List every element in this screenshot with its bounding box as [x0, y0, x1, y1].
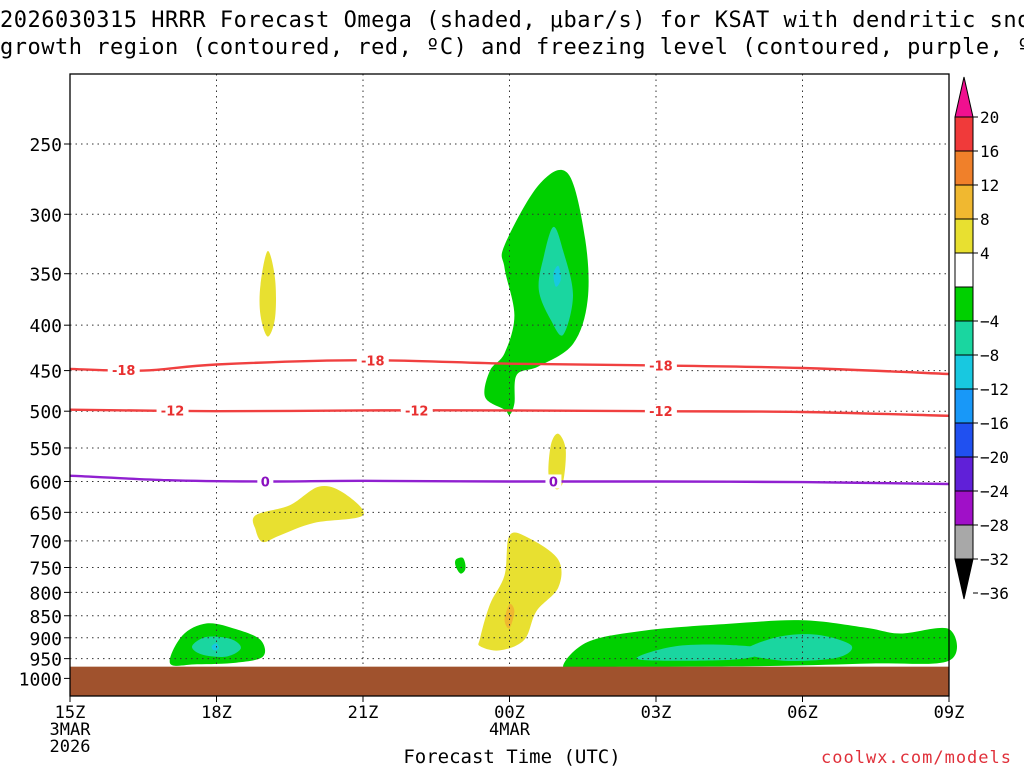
y-tick-label-600: 600 [29, 472, 62, 493]
x-tick-label-06Z: 06Z [787, 703, 818, 723]
colorbar-label-5: −4 [980, 312, 999, 331]
colorbar-top-arrow [954, 76, 974, 118]
colorbar-swatch-11 [954, 490, 974, 526]
colorbar-label-3: 8 [980, 210, 990, 229]
freezing-level-0-label-bg-1 [545, 474, 562, 489]
ground-surface-layer [70, 666, 949, 696]
x-tick-sublabel-15Z-0: 3MAR [50, 720, 92, 740]
omega-positive-lower-core [504, 603, 515, 629]
x-tick-label-21Z: 21Z [348, 703, 379, 723]
colorbar-swatch-2 [954, 184, 974, 220]
colorbar-bottom-arrow [954, 558, 974, 600]
chart-title-line-1: 2026030315 HRRR Forecast Omega (shaded, … [0, 8, 1024, 33]
colorbar-swatch-12 [954, 524, 974, 560]
colorbar-swatch-8 [954, 388, 974, 424]
freezing-level-0-label-1: 0 [549, 475, 558, 490]
y-tick-label-550: 550 [29, 439, 62, 460]
y-tick-label-250: 250 [29, 135, 62, 156]
chart-title-line-2: growth region (contoured, red, ºC) and f… [0, 35, 1024, 60]
colorbar-label-10: −24 [980, 482, 1009, 501]
y-tick-label-750: 750 [29, 559, 62, 580]
omega-positive-upper [259, 250, 276, 337]
colorbar-label-1: 16 [980, 142, 999, 161]
dendritic-minus18-label-2: -18 [649, 359, 673, 374]
y-tick-label-350: 350 [29, 265, 62, 286]
y-tick-label-700: 700 [29, 532, 62, 553]
dendritic-minus12-label-bg-2 [644, 404, 677, 419]
omega-negative-upper [484, 169, 589, 416]
y-tick-label-400: 400 [29, 316, 62, 337]
dendritic-minus18-label-bg-0 [107, 363, 140, 378]
colorbar-swatch-10 [954, 456, 974, 492]
omega-colorbar: 20 16 12 8 4 −4 −8 −12 −16 −20 −24 −28 −32 −36 [954, 76, 1009, 603]
colorbar-label-0: 20 [980, 108, 999, 127]
omega-negative-low-right-core2 [743, 634, 853, 662]
colorbar-label-4: 4 [980, 244, 990, 263]
y-tick-label-650: 650 [29, 503, 62, 524]
freezing-level-0-line [69, 474, 950, 486]
colorbar-label-11: −28 [980, 516, 1009, 535]
dendritic-minus18-label-bg-2 [644, 358, 677, 373]
freezing-level-0-label-bg-0 [257, 474, 274, 489]
ground-surface [70, 666, 949, 696]
dendritic-minus12-label-1: -12 [405, 404, 429, 419]
y-tick-label-500: 500 [29, 402, 62, 423]
colorbar-label-9: −20 [980, 448, 1009, 467]
dendritic-minus18-label-bg-1 [356, 353, 389, 368]
temperature-contours: -18 -18 -18 -12 -12 -12 0 0 [69, 353, 950, 490]
y-tick-label-850: 850 [29, 607, 62, 628]
colorbar-label-7: −12 [980, 380, 1009, 399]
x-tick-label-00Z: 00Z [494, 703, 525, 723]
omega-positive-lower [478, 532, 562, 651]
colorbar-label-8: −16 [980, 414, 1009, 433]
colorbar-label-6: −8 [980, 346, 999, 365]
colorbar-swatch-5 [954, 286, 974, 322]
freezing-level-0-label-0: 0 [261, 475, 270, 490]
x-axis-label: Forecast Time (UTC) [403, 746, 621, 768]
dendritic-minus18-line [69, 358, 950, 376]
y-tick-label-450: 450 [29, 362, 62, 383]
dendritic-minus12-label-0: -12 [161, 405, 185, 420]
colorbar-swatch-3 [954, 218, 974, 254]
y-tick-label-1000: 1000 [19, 669, 62, 690]
colorbar-swatch-9 [954, 422, 974, 458]
omega-negative-low-right-core1 [636, 644, 769, 661]
dendritic-minus12-label-2: -12 [649, 405, 673, 420]
y-tick-label-900: 900 [29, 629, 62, 650]
colorbar-label-2: 12 [980, 176, 999, 195]
dendritic-minus18-label-1: -18 [361, 354, 385, 369]
colorbar-swatch-0 [954, 116, 974, 152]
dendritic-minus12-line [69, 408, 950, 417]
site-credit: coolwx.com/models [821, 748, 1012, 768]
omega-positive-mid [252, 485, 364, 543]
colorbar-swatch-1 [954, 150, 974, 186]
y-tick-label-950: 950 [29, 650, 62, 671]
colorbar-label-12: −32 [980, 550, 1009, 569]
pressure-axis-ticks: 2503003504004505005506006507007508008509… [19, 135, 70, 690]
y-tick-label-300: 300 [29, 205, 62, 226]
dendritic-minus12-label-bg-1 [400, 403, 433, 418]
omega-negative-upper-center [553, 265, 561, 287]
x-tick-label-15Z: 15Z [55, 703, 86, 723]
omega-shaded-regions [169, 169, 958, 670]
x-tick-sublabel-00Z-0: 4MAR [489, 720, 531, 740]
x-tick-label-09Z: 09Z [934, 703, 965, 723]
colorbar-swatch-4 [954, 252, 974, 288]
dendritic-minus18-label-0: -18 [112, 364, 136, 379]
colorbar-swatch-6 [954, 320, 974, 356]
x-tick-label-18Z: 18Z [201, 703, 232, 723]
omega-negative-low-left-center [211, 643, 219, 651]
x-tick-sublabel-15Z-1: 2026 [50, 737, 91, 757]
omega-negative-small [455, 557, 466, 574]
colorbar-label-13: −36 [980, 584, 1009, 603]
colorbar-swatch-7 [954, 354, 974, 390]
dendritic-minus12-label-bg-0 [156, 403, 189, 418]
x-tick-label-03Z: 03Z [641, 703, 672, 723]
y-tick-label-800: 800 [29, 583, 62, 604]
